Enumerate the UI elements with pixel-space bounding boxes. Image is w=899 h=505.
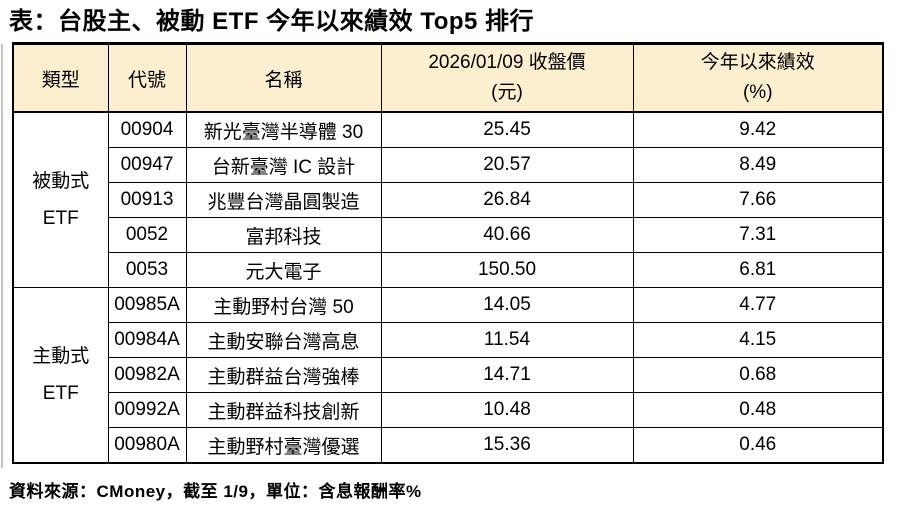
table-row: 00980A 主動野村臺灣優選 15.36 0.46 bbox=[13, 427, 884, 464]
price-cell: 14.71 bbox=[380, 357, 634, 393]
category-label-line1: 被動式 bbox=[32, 171, 90, 192]
table-row: 0052 富邦科技 40.66 7.31 bbox=[13, 217, 884, 253]
price-cell: 150.50 bbox=[380, 252, 634, 288]
name-cell: 主動安聯台灣高息 bbox=[185, 322, 382, 358]
perf-cell: 7.66 bbox=[632, 182, 884, 218]
table-row: 00947 台新臺灣 IC 設計 20.57 8.49 bbox=[13, 147, 884, 183]
header-close-price-line1: 2026/01/09 收盤價 bbox=[428, 52, 586, 73]
category-label-line1: 主動式 bbox=[32, 346, 90, 367]
perf-cell: 6.81 bbox=[632, 252, 884, 288]
header-ytd-performance: 今年以來績效 (%) bbox=[632, 43, 884, 113]
table-body: 被動式 ETF 00904 新光臺灣半導體 30 25.45 9.42 0094… bbox=[12, 111, 884, 464]
table-row: 主動式 ETF 00985A 主動野村台灣 50 14.05 4.77 bbox=[12, 287, 884, 464]
category-cell-active: 主動式 ETF bbox=[12, 287, 109, 464]
name-cell: 兆豐台灣晶圓製造 bbox=[185, 182, 382, 218]
perf-cell: 0.46 bbox=[632, 427, 884, 464]
price-cell: 26.84 bbox=[380, 182, 634, 218]
perf-cell: 4.77 bbox=[632, 287, 884, 323]
header-ytd-performance-line2: (%) bbox=[742, 82, 773, 103]
header-row: 類型 代號 名稱 2026/01/09 收盤價 (元) 今年以來績效 (%) bbox=[12, 43, 884, 113]
category-label-line2: ETF bbox=[42, 383, 79, 404]
name-cell: 新光臺灣半導體 30 bbox=[185, 111, 382, 148]
code-cell: 00982A bbox=[107, 357, 187, 393]
table-row: 00992A 主動群益科技創新 10.48 0.48 bbox=[13, 392, 884, 428]
perf-cell: 9.42 bbox=[632, 111, 884, 148]
table-header: 類型 代號 名稱 2026/01/09 收盤價 (元) 今年以來績效 (%) bbox=[12, 43, 884, 113]
price-cell: 25.45 bbox=[380, 111, 634, 148]
price-cell: 20.57 bbox=[380, 147, 634, 183]
category-cell-passive: 被動式 ETF bbox=[12, 111, 109, 288]
code-cell: 0053 bbox=[107, 252, 187, 288]
left-edge-artifact bbox=[1, 44, 3, 468]
name-cell: 富邦科技 bbox=[185, 217, 382, 253]
price-cell: 10.48 bbox=[380, 392, 634, 428]
table-row: 00913 兆豐台灣晶圓製造 26.84 7.66 bbox=[13, 182, 884, 218]
header-code: 代號 bbox=[107, 43, 187, 113]
code-cell: 00984A bbox=[107, 322, 187, 358]
name-cell: 主動群益台灣強棒 bbox=[185, 357, 382, 393]
code-cell: 00985A bbox=[107, 287, 187, 323]
table-row: 00984A 主動安聯台灣高息 11.54 4.15 bbox=[13, 322, 884, 358]
perf-cell: 0.48 bbox=[632, 392, 884, 428]
code-cell: 00904 bbox=[107, 111, 187, 148]
name-cell: 主動野村臺灣優選 bbox=[185, 427, 382, 464]
perf-cell: 7.31 bbox=[632, 217, 884, 253]
perf-cell: 4.15 bbox=[632, 322, 884, 358]
code-cell: 00992A bbox=[107, 392, 187, 428]
header-close-price-line2: (元) bbox=[491, 82, 523, 103]
code-cell: 00947 bbox=[107, 147, 187, 183]
price-cell: 40.66 bbox=[380, 217, 634, 253]
header-name: 名稱 bbox=[185, 43, 382, 113]
category-label-line2: ETF bbox=[42, 208, 79, 229]
price-cell: 14.05 bbox=[380, 287, 634, 323]
table-row: 00982A 主動群益台灣強棒 14.71 0.68 bbox=[13, 357, 884, 393]
header-type: 類型 bbox=[12, 43, 109, 113]
perf-cell: 0.68 bbox=[632, 357, 884, 393]
price-cell: 11.54 bbox=[380, 322, 634, 358]
page-title: 表：台股主、被動 ETF 今年以來績效 Top5 排行 bbox=[9, 8, 535, 35]
code-cell: 00980A bbox=[107, 427, 187, 464]
name-cell: 台新臺灣 IC 設計 bbox=[185, 147, 382, 183]
price-cell: 15.36 bbox=[380, 427, 634, 464]
code-cell: 0052 bbox=[107, 217, 187, 253]
code-cell: 00913 bbox=[107, 182, 187, 218]
header-close-price: 2026/01/09 收盤價 (元) bbox=[380, 43, 634, 113]
etf-performance-table: 類型 代號 名稱 2026/01/09 收盤價 (元) 今年以來績效 (%) 被… bbox=[12, 42, 884, 464]
name-cell: 主動野村台灣 50 bbox=[185, 287, 382, 323]
table-row: 0053 元大電子 150.50 6.81 bbox=[13, 252, 884, 288]
perf-cell: 8.49 bbox=[632, 147, 884, 183]
name-cell: 主動群益科技創新 bbox=[185, 392, 382, 428]
source-note: 資料來源：CMoney，截至 1/9，單位：含息報酬率% bbox=[9, 482, 422, 501]
table-row: 被動式 ETF 00904 新光臺灣半導體 30 25.45 9.42 bbox=[12, 111, 884, 288]
name-cell: 元大電子 bbox=[185, 252, 382, 288]
header-ytd-performance-line1: 今年以來績效 bbox=[700, 52, 815, 73]
